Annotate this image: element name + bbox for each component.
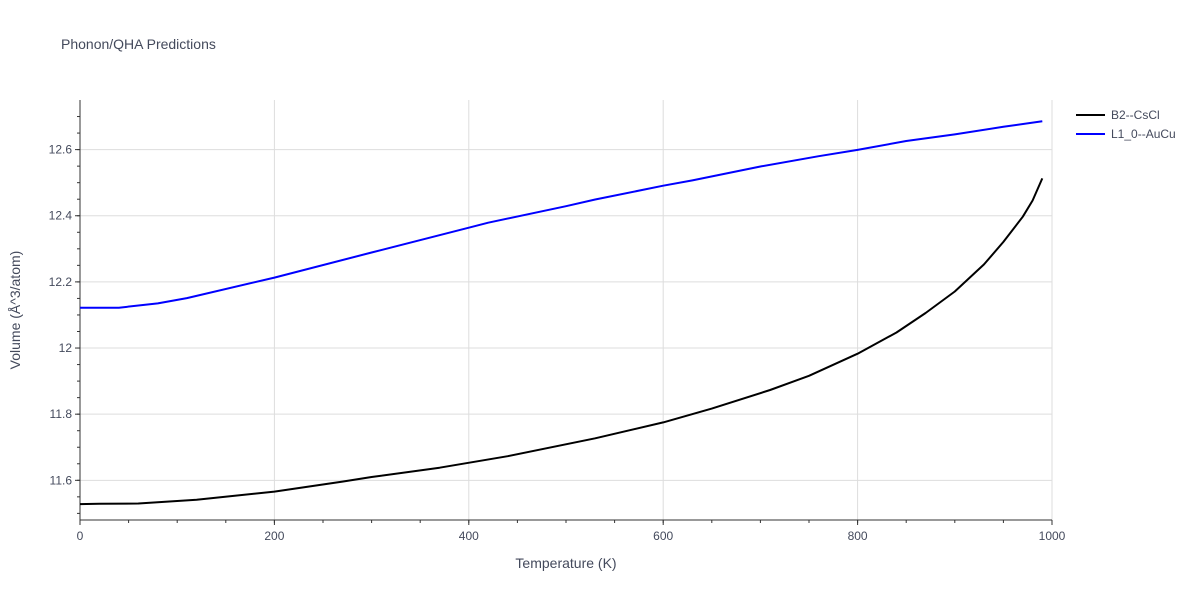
y-tick-label: 12.2 — [49, 275, 73, 289]
y-tick-label: 12 — [59, 341, 73, 355]
axes — [75, 100, 1053, 525]
y-axis-label: Volume (Å^3/atom) — [7, 251, 23, 370]
x-axis-label: Temperature (K) — [515, 555, 616, 571]
y-tick-label: 11.6 — [50, 473, 73, 487]
y-tick-label: 11.8 — [50, 407, 73, 421]
grid-lines — [80, 100, 1053, 520]
series-line-0 — [79, 177, 1044, 506]
x-tick-label: 0 — [77, 529, 84, 543]
series-line-1 — [80, 120, 1043, 309]
legend-item[interactable]: B2--CsCl — [1076, 108, 1160, 122]
y-tick-label: 12.4 — [49, 209, 73, 223]
y-tick-label: 12.6 — [49, 143, 73, 157]
chart-title: Phonon/QHA Predictions — [61, 36, 216, 52]
legend-label: L1_0--AuCu — [1111, 127, 1176, 141]
x-tick-label: 1000 — [1039, 529, 1066, 543]
legend[interactable]: B2--CsCl L1_0--AuCu — [1076, 108, 1176, 141]
legend-item[interactable]: L1_0--AuCu — [1076, 127, 1176, 141]
x-tick-label: 600 — [653, 529, 673, 543]
series-lines — [79, 120, 1044, 506]
x-tick-label: 400 — [459, 529, 479, 543]
tick-labels: 0 200 400 600 800 1000 11.6 11.8 12 12.2 12.4 12.6 — [49, 143, 1066, 543]
legend-label: B2--CsCl — [1111, 108, 1160, 122]
x-tick-label: 200 — [264, 529, 284, 543]
x-tick-label: 800 — [848, 529, 868, 543]
